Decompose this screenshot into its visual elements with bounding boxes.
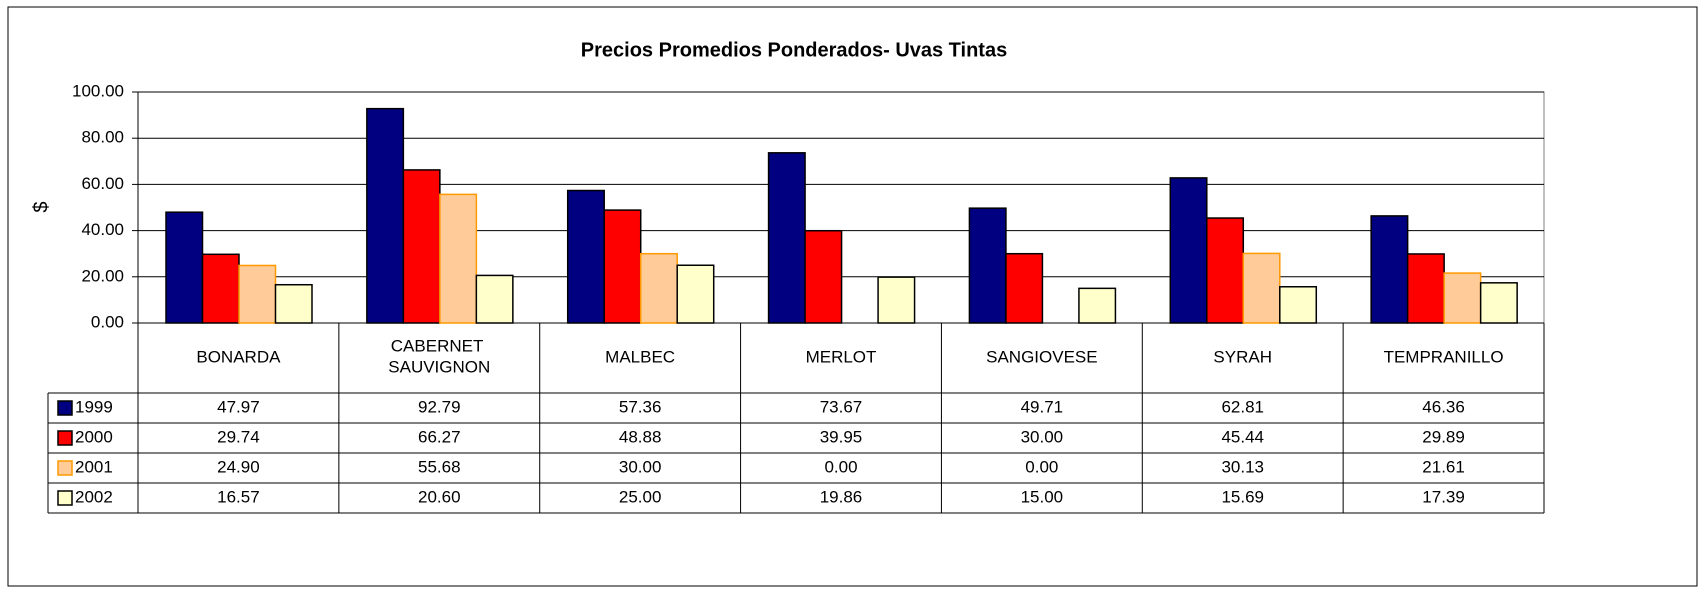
legend-label: 2001 (75, 457, 113, 476)
bar (201, 253, 240, 324)
legend-label: 2000 (75, 427, 113, 446)
bar (1242, 252, 1281, 324)
data-label: 17.39 (1422, 487, 1465, 506)
bar (767, 152, 806, 324)
bar (366, 107, 405, 324)
data-label: 66.27 (418, 427, 461, 446)
data-label: 48.88 (619, 427, 662, 446)
data-label: 62.81 (1221, 397, 1264, 416)
legend-key (57, 460, 73, 476)
x-tick-label: SYRAH (1213, 347, 1272, 366)
x-tick-label: SANGIOVESE (986, 347, 1097, 366)
bar (639, 252, 678, 324)
bar (676, 264, 715, 324)
data-label: 20.60 (418, 487, 461, 506)
data-label: 25.00 (619, 487, 662, 506)
data-label: 16.57 (217, 487, 260, 506)
bar (475, 274, 514, 324)
data-label: 29.74 (217, 427, 260, 446)
data-label: 30.00 (619, 457, 662, 476)
bar (877, 276, 916, 324)
data-label: 45.44 (1221, 427, 1264, 446)
data-label: 55.68 (418, 457, 461, 476)
x-tick-label: TEMPRANILLO (1384, 347, 1504, 366)
y-tick-label: 80.00 (81, 128, 124, 147)
bar (1479, 282, 1518, 324)
bar (439, 193, 478, 324)
bar (274, 283, 313, 324)
data-label: 73.67 (820, 397, 863, 416)
bar (968, 207, 1007, 324)
bar (1279, 286, 1318, 324)
data-label: 29.89 (1422, 427, 1465, 446)
bar (1370, 215, 1409, 324)
data-label: 19.86 (820, 487, 863, 506)
bar (566, 189, 605, 324)
bar (1443, 272, 1482, 324)
bar (1169, 177, 1208, 324)
bar (165, 211, 204, 324)
bar (1078, 287, 1117, 324)
x-tick-label: MERLOT (806, 347, 877, 366)
bar (1005, 252, 1044, 324)
data-label: 57.36 (619, 397, 662, 416)
y-axis-label: $ (30, 201, 52, 212)
legend-key (57, 490, 73, 506)
data-label: 30.00 (1021, 427, 1064, 446)
data-label: 30.13 (1221, 457, 1264, 476)
data-label: 0.00 (1025, 457, 1058, 476)
data-label: 15.69 (1221, 487, 1264, 506)
data-label: 92.79 (418, 397, 461, 416)
y-tick-label: 100.00 (72, 81, 124, 100)
y-tick-label: 40.00 (81, 220, 124, 239)
y-tick-label: 0.00 (91, 312, 124, 331)
data-label: 49.71 (1021, 397, 1064, 416)
bar (804, 229, 843, 324)
data-label: 0.00 (824, 457, 857, 476)
data-label: 46.36 (1422, 397, 1465, 416)
legend-key (57, 400, 73, 416)
x-tick-label: BONARDA (196, 347, 281, 366)
data-label: 24.90 (217, 457, 260, 476)
data-label: 47.97 (217, 397, 260, 416)
data-label: 21.61 (1422, 457, 1465, 476)
x-tick-label: CABERNET SAUVIGNON (388, 337, 490, 377)
bar (238, 264, 277, 324)
bar (1406, 253, 1445, 324)
y-tick-label: 20.00 (81, 266, 124, 285)
x-tick-label: MALBEC (605, 347, 675, 366)
legend-label: 1999 (75, 397, 113, 416)
data-label: 39.95 (820, 427, 863, 446)
legend-label: 2002 (75, 487, 113, 506)
bar (1206, 217, 1245, 324)
y-tick-label: 60.00 (81, 174, 124, 193)
bar (402, 169, 441, 324)
data-label: 15.00 (1021, 487, 1064, 506)
bar (603, 209, 642, 324)
chart-title: Precios Promedios Ponderados- Uvas Tinta… (581, 39, 1007, 61)
legend-key (57, 430, 73, 446)
